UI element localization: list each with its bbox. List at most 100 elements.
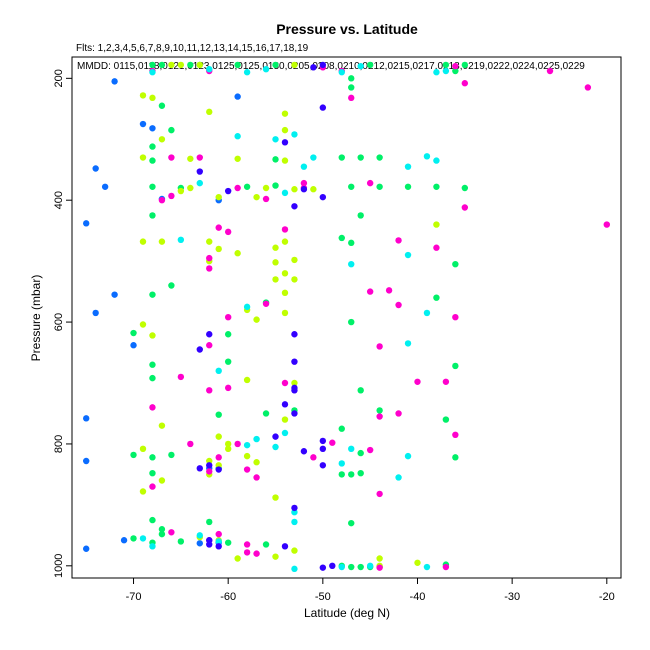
data-point bbox=[366, 288, 374, 295]
data-point bbox=[243, 549, 251, 556]
data-point bbox=[272, 553, 279, 560]
data-point bbox=[281, 270, 289, 277]
data-point bbox=[234, 61, 241, 69]
data-point bbox=[262, 195, 270, 203]
data-point bbox=[92, 165, 99, 172]
data-point bbox=[139, 92, 147, 99]
data-point bbox=[215, 193, 222, 201]
data-point bbox=[300, 448, 308, 455]
data-point bbox=[452, 313, 459, 321]
data-point bbox=[291, 186, 298, 193]
data-point bbox=[234, 184, 241, 192]
data-point bbox=[139, 535, 147, 542]
data-point bbox=[414, 559, 421, 566]
data-point bbox=[206, 331, 213, 338]
data-point bbox=[376, 407, 383, 414]
data-point bbox=[584, 84, 592, 91]
data-point bbox=[139, 120, 147, 128]
data-point bbox=[243, 183, 251, 190]
data-point bbox=[149, 361, 156, 368]
data-point bbox=[139, 445, 147, 453]
data-point bbox=[187, 184, 194, 192]
data-point bbox=[196, 61, 203, 69]
data-point bbox=[243, 541, 251, 548]
data-point bbox=[196, 346, 203, 353]
data-point bbox=[168, 126, 175, 134]
data-point bbox=[395, 410, 402, 417]
data-point bbox=[243, 441, 251, 449]
data-point bbox=[82, 220, 90, 227]
data-point bbox=[82, 545, 90, 552]
data-point bbox=[234, 250, 241, 257]
data-point bbox=[158, 238, 166, 245]
data-point bbox=[149, 61, 156, 69]
y-axis: 200 400 600 800 1000 bbox=[53, 69, 72, 578]
data-point bbox=[395, 301, 402, 309]
data-point bbox=[348, 563, 355, 571]
data-point bbox=[187, 440, 194, 448]
data-point bbox=[177, 187, 185, 195]
data-point bbox=[348, 318, 355, 326]
data-point bbox=[149, 183, 156, 190]
data-point bbox=[366, 562, 374, 570]
data-point bbox=[291, 387, 298, 394]
data-point bbox=[452, 67, 459, 75]
data-point bbox=[215, 543, 222, 550]
data-point bbox=[253, 316, 260, 323]
data-point bbox=[224, 539, 232, 546]
data-point bbox=[461, 184, 469, 192]
data-point bbox=[272, 433, 279, 440]
data-point bbox=[348, 84, 355, 91]
data-point bbox=[149, 291, 156, 298]
data-point bbox=[348, 94, 355, 102]
data-point bbox=[215, 433, 222, 440]
data-point bbox=[149, 332, 156, 339]
data-point bbox=[319, 193, 327, 201]
data-point bbox=[348, 471, 355, 478]
data-point bbox=[348, 183, 355, 190]
data-point bbox=[206, 108, 213, 116]
data-point bbox=[366, 446, 374, 454]
data-point bbox=[272, 61, 279, 69]
data-point bbox=[206, 238, 213, 245]
data-point bbox=[376, 413, 383, 420]
data-point bbox=[206, 462, 213, 469]
data-point bbox=[338, 69, 345, 76]
data-point bbox=[206, 265, 213, 272]
data-point bbox=[215, 224, 222, 231]
data-point bbox=[149, 143, 156, 150]
data-point bbox=[149, 374, 156, 382]
data-point bbox=[291, 256, 298, 264]
data-point bbox=[187, 61, 194, 69]
data-point bbox=[281, 543, 289, 550]
data-point bbox=[404, 340, 412, 347]
data-point bbox=[357, 387, 364, 394]
data-point bbox=[158, 526, 166, 533]
data-point bbox=[357, 469, 364, 477]
data-point bbox=[291, 518, 298, 526]
data-point bbox=[149, 69, 156, 76]
data-point bbox=[215, 538, 222, 545]
data-point bbox=[224, 187, 232, 195]
data-point bbox=[338, 154, 345, 161]
plot-area: MMDD: 0115,0118,0121,0123,0125,0125,0130… bbox=[71, 56, 622, 579]
data-point bbox=[196, 179, 203, 187]
data-point bbox=[452, 454, 459, 461]
data-point bbox=[366, 61, 374, 69]
data-point bbox=[319, 61, 327, 69]
data-point bbox=[366, 179, 374, 187]
data-point bbox=[253, 193, 260, 201]
data-point bbox=[452, 362, 459, 370]
data-point bbox=[442, 416, 450, 423]
data-point bbox=[253, 474, 260, 481]
x-tick-label: -40 bbox=[410, 591, 426, 603]
data-point bbox=[291, 410, 298, 417]
data-point bbox=[149, 469, 156, 477]
data-point bbox=[206, 342, 213, 349]
data-point bbox=[243, 452, 251, 460]
data-point bbox=[357, 154, 364, 161]
data-point bbox=[281, 289, 289, 297]
data-point bbox=[139, 321, 147, 328]
data-point bbox=[300, 163, 308, 170]
data-point bbox=[206, 254, 213, 262]
